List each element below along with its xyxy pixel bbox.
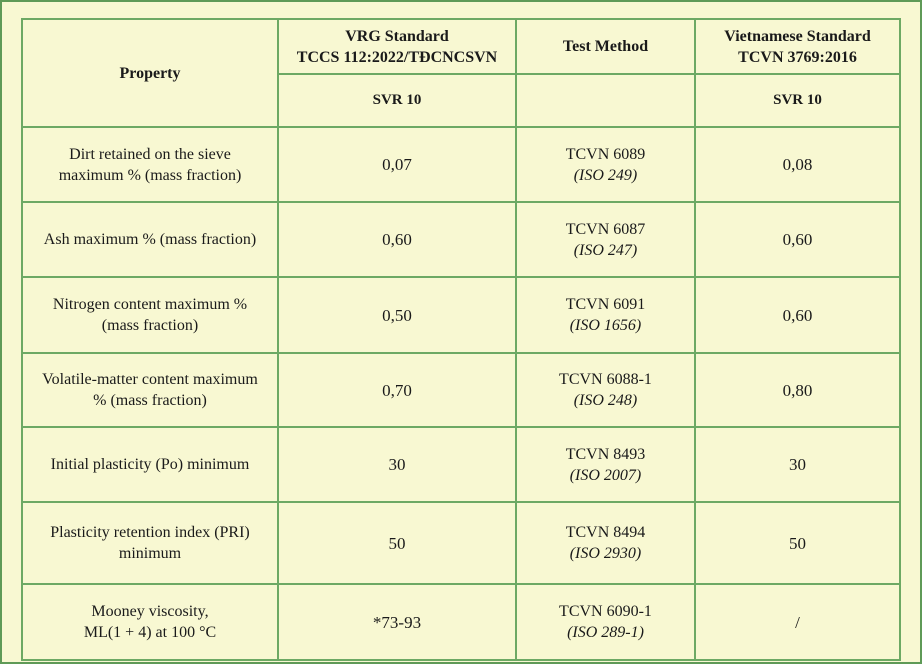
test-method-grade-empty xyxy=(515,73,696,128)
table-row: Volatile-matter content maximum% (mass f… xyxy=(21,352,901,428)
method-cell: TCVN 6091 (ISO 1656) xyxy=(515,276,696,354)
vn-standard-title: Vietnamese Standard xyxy=(724,27,871,45)
vn-value: 0,60 xyxy=(694,276,901,354)
vrg-value: 50 xyxy=(277,501,517,585)
method-cell: TCVN 8494 (ISO 2930) xyxy=(515,501,696,585)
vrg-standard-code: TCCS 112:2022/TĐCNCSVN xyxy=(296,48,498,66)
vrg-standard-title: VRG Standard xyxy=(345,27,449,45)
vn-standard-header: Vietnamese Standard TCVN 3769:2016 xyxy=(694,18,901,75)
table-row: Plasticity retention index (PRI) minimum … xyxy=(21,501,901,585)
vrg-value: 0,70 xyxy=(277,352,517,428)
property-cell: Mooney viscosity, ML(1 + 4) at 100 °C xyxy=(21,583,279,661)
vn-standard-code: TCVN 3769:2016 xyxy=(738,48,857,66)
table-row: Ash maximum % (mass fraction) 0,60 TCVN … xyxy=(21,201,901,278)
vn-value: 50 xyxy=(694,501,901,585)
property-cell: Nitrogen content maximum % (mass fraction… xyxy=(21,276,279,354)
table-row: Nitrogen content maximum % (mass fraction… xyxy=(21,276,901,354)
vrg-value: 0,50 xyxy=(277,276,517,354)
method-cell: TCVN 6087 (ISO 247) xyxy=(515,201,696,278)
property-cell: Initial plasticity (Po) minimum xyxy=(21,426,279,503)
vn-value: 0,80 xyxy=(694,352,901,428)
header-row: Property VRG Standard TCCS 112:2022/TĐCN… xyxy=(21,18,901,128)
vrg-value: 0,60 xyxy=(277,201,517,278)
vn-value: 0,08 xyxy=(694,126,901,203)
table-row: Dirt retained on the sieve maximum % (mas… xyxy=(21,126,901,203)
vrg-value: 30 xyxy=(277,426,517,503)
vrg-value: *73-93 xyxy=(277,583,517,661)
table-row: Mooney viscosity, ML(1 + 4) at 100 °C *73… xyxy=(21,583,901,661)
grade-row: SVR 10 SVR 10 xyxy=(22,73,901,128)
property-cell: Volatile-matter content maximum% (mass f… xyxy=(21,352,279,428)
test-method-header: Test Method xyxy=(515,18,696,75)
vrg-value: 0,07 xyxy=(277,126,517,203)
vn-value: / xyxy=(694,583,901,661)
vn-value: 0,60 xyxy=(694,201,901,278)
vn-value: 30 xyxy=(694,426,901,503)
vrg-grade: SVR 10 xyxy=(277,73,517,128)
method-cell: TCVN 6088-1 (ISO 248) xyxy=(515,352,696,428)
method-cell: TCVN 6090-1 (ISO 289-1) xyxy=(515,583,696,661)
method-cell: TCVN 6089 (ISO 249) xyxy=(515,126,696,203)
property-header: Property xyxy=(21,18,279,128)
property-cell: Dirt retained on the sieve maximum % (mas… xyxy=(21,126,279,203)
property-cell: Ash maximum % (mass fraction) xyxy=(21,201,279,278)
method-cell: TCVN 8493 (ISO 2007) xyxy=(515,426,696,503)
property-cell: Plasticity retention index (PRI) minimum xyxy=(21,501,279,585)
rubber-spec-table: Property VRG Standard TCCS 112:2022/TĐCN… xyxy=(21,18,901,661)
vrg-standard-header: VRG Standard TCCS 112:2022/TĐCNCSVN xyxy=(277,18,517,75)
vn-grade: SVR 10 xyxy=(694,73,901,128)
table-row: Initial plasticity (Po) minimum 30 TCVN … xyxy=(21,426,901,503)
